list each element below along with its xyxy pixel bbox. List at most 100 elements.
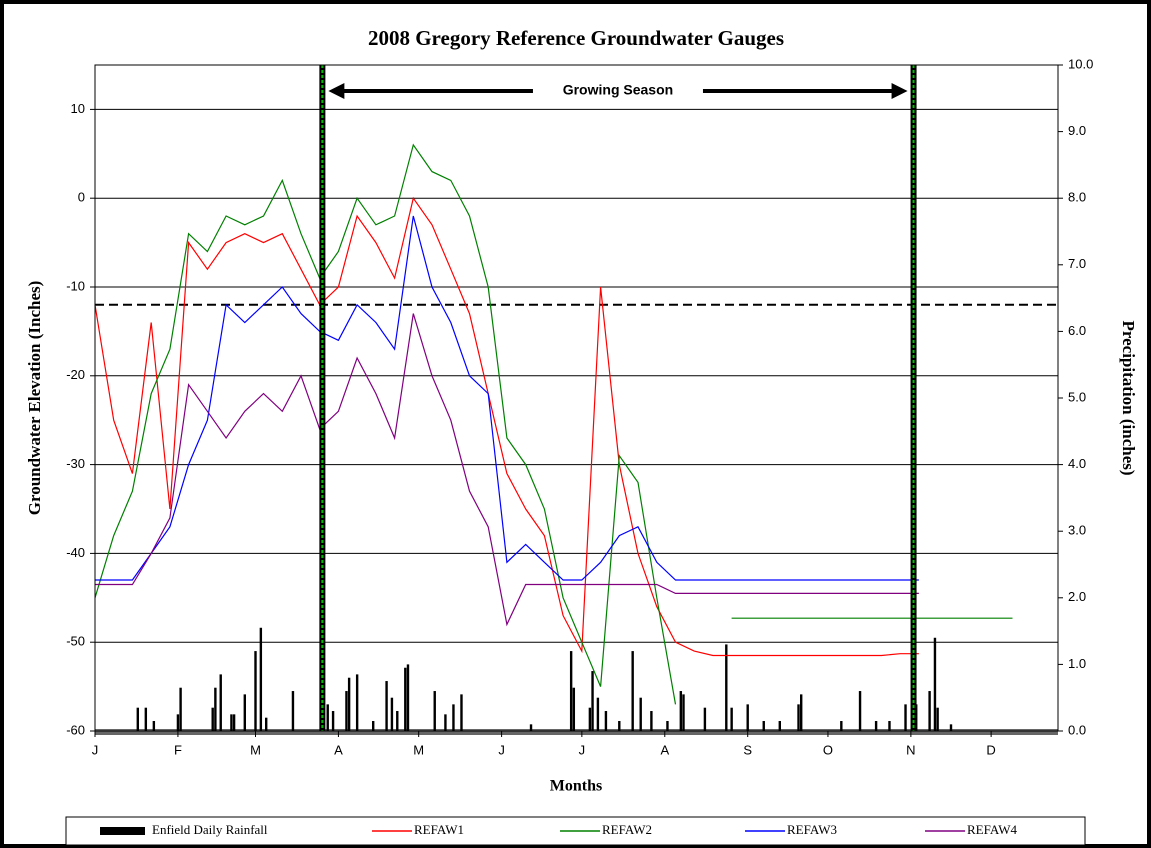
rain-bar — [214, 687, 217, 731]
rain-bar — [355, 674, 359, 731]
y-tick-label: -30 — [66, 456, 85, 471]
rain-bar — [730, 707, 733, 731]
rain-bar — [219, 674, 222, 731]
rain-bar — [588, 707, 592, 731]
y2-tick-label: 3.0 — [1068, 523, 1086, 538]
rain-bar — [460, 694, 463, 731]
rain-bar — [152, 721, 156, 731]
y-tick-label: -60 — [66, 722, 85, 737]
legend-label: REFAW4 — [967, 822, 1017, 837]
series-line — [95, 313, 919, 627]
y2-tick-label: 1.0 — [1068, 656, 1086, 671]
x-tick-label: N — [906, 742, 915, 757]
rain-bar — [345, 691, 348, 731]
y-tick-label: 10 — [71, 101, 85, 116]
rain-bar — [888, 721, 891, 731]
x-tick-label: J — [92, 742, 99, 757]
legend-label: Enfield Daily Rainfall — [152, 822, 268, 837]
rain-bar — [254, 651, 257, 731]
y2-tick-label: 5.0 — [1068, 389, 1086, 404]
x-tick-label: M — [413, 742, 424, 757]
rain-bar — [230, 714, 233, 731]
rain-bar — [650, 711, 653, 731]
x-axis-title: Months — [550, 778, 602, 795]
plot-frame — [94, 64, 1059, 732]
rain-bar — [618, 721, 621, 731]
rain-bar — [604, 711, 608, 731]
x-tick-label: S — [743, 742, 752, 757]
y2-axis-title: Precipitation (inches) — [1119, 320, 1138, 475]
y2-tick-label: 9.0 — [1068, 123, 1086, 138]
rain-bar — [232, 714, 236, 731]
arrow-head — [328, 83, 345, 99]
x-tick-label: O — [823, 742, 833, 757]
rain-bar — [529, 724, 533, 731]
rain-bar — [639, 697, 642, 731]
rain-bar — [179, 687, 182, 731]
x-tick-label: M — [250, 742, 261, 757]
rain-bar — [243, 694, 246, 731]
rain-bar — [390, 697, 394, 731]
rain-bar — [569, 651, 573, 731]
x-tick-label: J — [579, 742, 586, 757]
rain-bar — [404, 667, 407, 731]
rain-bar — [725, 644, 728, 731]
rain-bar — [326, 704, 329, 731]
annotation: Growing Season — [563, 82, 673, 98]
y2-tick-label: 4.0 — [1068, 456, 1086, 471]
y-tick-label: -50 — [66, 634, 85, 649]
chart-title: 2008 Gregory Reference Groundwater Gauge… — [368, 26, 784, 50]
rain-bar — [682, 694, 685, 731]
rain-bar — [631, 651, 634, 731]
rain-bar — [762, 721, 765, 731]
y-tick-label: -10 — [66, 278, 85, 293]
y2-tick-label: 2.0 — [1068, 589, 1086, 604]
rain-bar — [936, 707, 939, 731]
x-tick-label: A — [660, 742, 669, 757]
rain-bar — [176, 714, 180, 731]
y-tick-label: 0 — [78, 190, 85, 205]
rain-bar — [259, 627, 263, 731]
rain-bar — [858, 691, 862, 731]
rain-bar — [928, 691, 931, 731]
rain-bar — [778, 721, 781, 731]
series-line — [95, 215, 919, 581]
rain-bar — [596, 697, 600, 731]
rain-bar — [291, 691, 295, 731]
rain-bar — [444, 714, 447, 731]
y-tick-label: -40 — [66, 545, 85, 560]
rain-bar — [703, 707, 707, 731]
y-tick-label: -20 — [66, 367, 85, 382]
rain-bar — [666, 721, 669, 731]
y2-tick-label: 10.0 — [1068, 56, 1093, 71]
rain-bar — [433, 691, 436, 731]
annotation-bg — [532, 80, 703, 102]
rain-bar — [874, 721, 878, 731]
rain-bar — [572, 687, 576, 731]
y2-tick-label: 8.0 — [1068, 190, 1086, 205]
legend-label: REFAW2 — [602, 822, 652, 837]
rain-bar — [746, 704, 749, 731]
series-line — [94, 196, 919, 657]
rain-bar — [347, 677, 351, 731]
x-tick-label: D — [986, 742, 995, 757]
rain-bar — [144, 707, 148, 731]
x-axis-band — [95, 729, 1058, 735]
x-tick-label: A — [334, 742, 343, 757]
legend-label: REFAW3 — [787, 822, 837, 837]
legend-swatch — [100, 827, 145, 835]
x-tick-label: J — [498, 742, 505, 757]
rain-bar — [211, 707, 214, 731]
rain-bar — [800, 694, 803, 731]
rain-bar — [904, 704, 907, 731]
y2-tick-label: 6.0 — [1068, 323, 1086, 338]
rain-bar — [136, 707, 139, 731]
y2-tick-label: 0.0 — [1068, 722, 1086, 737]
legend-label: REFAW1 — [414, 822, 464, 837]
rain-bar — [949, 724, 953, 731]
rain-bar — [396, 711, 399, 731]
rain-bar — [385, 681, 388, 731]
rain-bar — [591, 671, 594, 731]
